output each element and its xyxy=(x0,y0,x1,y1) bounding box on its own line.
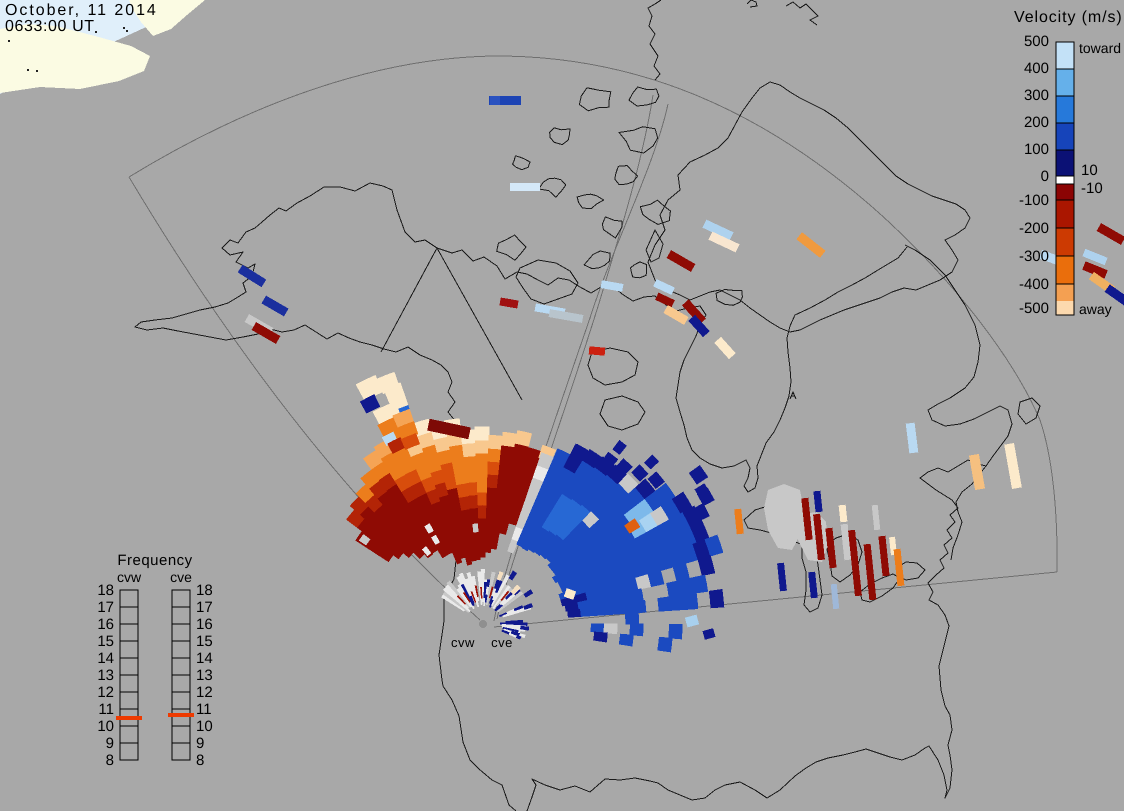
svg-text:18: 18 xyxy=(196,582,213,599)
svg-text:October, 11 2014: October, 11 2014 xyxy=(5,2,158,19)
svg-text:-200: -200 xyxy=(1019,220,1049,237)
svg-text:15: 15 xyxy=(196,633,213,650)
svg-text:300: 300 xyxy=(1024,87,1049,104)
svg-text:11: 11 xyxy=(98,701,114,718)
svg-text:14: 14 xyxy=(97,650,114,667)
svg-text:13: 13 xyxy=(97,667,114,684)
svg-text:10: 10 xyxy=(97,718,114,735)
svg-text:0633:00 UT: 0633:00 UT xyxy=(5,18,95,35)
svg-text:10: 10 xyxy=(196,718,213,735)
svg-text:14: 14 xyxy=(196,650,213,667)
svg-text:16: 16 xyxy=(196,616,213,633)
svg-text:toward: toward xyxy=(1079,40,1121,56)
svg-text:12: 12 xyxy=(196,684,213,701)
svg-text:9: 9 xyxy=(196,735,204,752)
svg-text:-400: -400 xyxy=(1019,276,1049,293)
svg-text:200: 200 xyxy=(1024,114,1049,131)
svg-text:12: 12 xyxy=(97,684,114,701)
svg-text:400: 400 xyxy=(1024,60,1049,77)
svg-text:8: 8 xyxy=(106,752,114,769)
svg-text:8: 8 xyxy=(196,752,204,769)
svg-text:-100: -100 xyxy=(1019,192,1049,209)
svg-text:18: 18 xyxy=(97,582,114,599)
svg-text:13: 13 xyxy=(196,667,213,684)
svg-text:Velocity (m/s): Velocity (m/s) xyxy=(1014,9,1123,26)
svg-text:cvw: cvw xyxy=(451,635,475,650)
svg-text:-10: -10 xyxy=(1081,180,1103,197)
svg-text:17: 17 xyxy=(97,599,114,616)
svg-text:11: 11 xyxy=(196,701,212,718)
svg-text:9: 9 xyxy=(106,735,114,752)
svg-text:-300: -300 xyxy=(1019,248,1049,265)
svg-text:cvw: cvw xyxy=(117,569,142,585)
svg-text:cve: cve xyxy=(170,569,192,585)
svg-text:away: away xyxy=(1079,301,1112,317)
svg-text:Frequency: Frequency xyxy=(117,552,192,569)
svg-text:-500: -500 xyxy=(1019,300,1049,317)
svg-text:10: 10 xyxy=(1081,162,1098,179)
svg-text:17: 17 xyxy=(196,599,213,616)
svg-text:0: 0 xyxy=(1041,168,1049,185)
svg-text:16: 16 xyxy=(97,616,114,633)
svg-text:cve: cve xyxy=(491,635,513,650)
svg-text:15: 15 xyxy=(97,633,114,650)
svg-text:100: 100 xyxy=(1024,141,1049,158)
svg-text:500: 500 xyxy=(1024,33,1049,50)
